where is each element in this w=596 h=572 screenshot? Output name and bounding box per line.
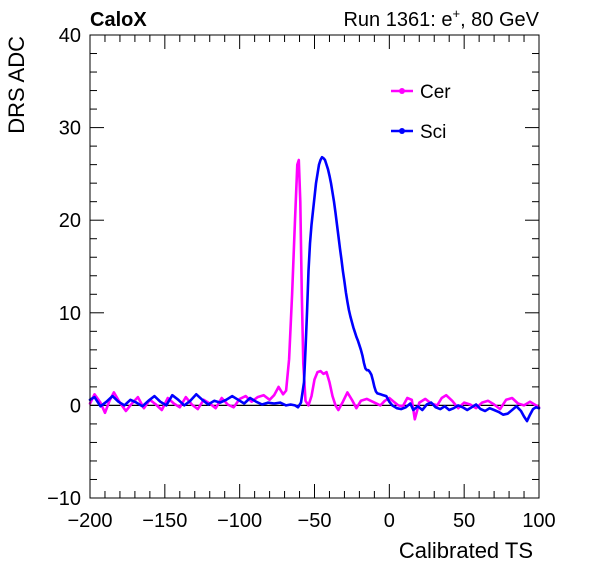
experiment-label: CaloX [90, 9, 147, 31]
x-tick-label: 0 [384, 510, 395, 532]
x-tick-label: 100 [522, 510, 555, 532]
legend-marker-sci [399, 128, 405, 134]
y-tick-label: 30 [59, 118, 81, 140]
legend-label-cer: Cer [420, 82, 451, 103]
legend-label-sci: Sci [420, 122, 446, 143]
legend-marker-cer [399, 88, 405, 94]
series-line-sci [88, 155, 541, 423]
series-line-cer [88, 158, 541, 421]
plot-frame [89, 34, 540, 499]
x-tick-label: −150 [142, 510, 187, 532]
y-tick-label: 40 [59, 25, 81, 47]
legend-item-sci: Sci [391, 122, 446, 143]
x-tick-label: −200 [67, 510, 112, 532]
x-tick-label: −50 [298, 510, 332, 532]
legend-item-cer: Cer [391, 82, 451, 103]
legend: Cer Sci [391, 82, 451, 143]
x-axis-title: Calibrated TS [399, 538, 533, 563]
y-tick-label: −10 [47, 488, 81, 510]
y-tick-label: 20 [59, 210, 81, 232]
y-tick-label: 10 [59, 303, 81, 325]
x-tick-label: 50 [453, 510, 475, 532]
y-tick-label: 0 [70, 395, 81, 417]
y-axis-title: DRS ADC [4, 36, 29, 134]
run-label: Run 1361: e+, 80 GeV [343, 6, 539, 31]
series-lines [88, 155, 541, 423]
x-tick-label: −100 [217, 510, 262, 532]
